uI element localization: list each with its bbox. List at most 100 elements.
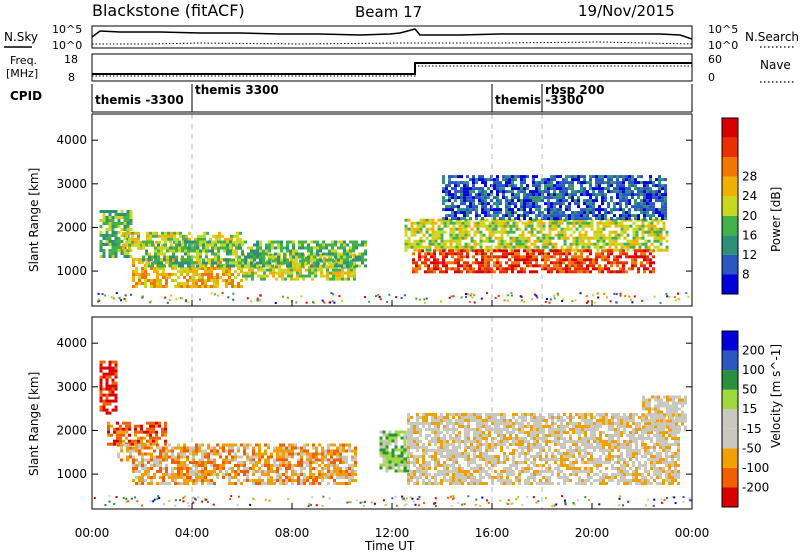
power-cell [521, 236, 525, 240]
power-cell [105, 216, 109, 219]
power-cell [148, 264, 151, 268]
power-cell [334, 249, 337, 253]
velocity-cell [400, 457, 404, 461]
power-cell [526, 205, 529, 209]
velocity-cell [306, 458, 309, 462]
velocity-cell [149, 424, 152, 428]
velocity-cell [249, 479, 252, 482]
power-cell [539, 224, 543, 228]
power-cell [625, 255, 628, 259]
power-cell [587, 236, 591, 240]
power-cell [237, 267, 240, 270]
power-ground-cell [375, 295, 377, 298]
velocity-cell [149, 433, 152, 437]
power-ground-cell [418, 298, 421, 301]
power-cell [219, 267, 222, 270]
velocity-cell [159, 467, 162, 470]
power-cell [99, 240, 103, 243]
power-cell [649, 181, 652, 185]
power-cell [338, 274, 341, 278]
power-cell [469, 264, 472, 268]
velocity-cell [294, 443, 297, 447]
cpid-label: CPID [10, 89, 42, 103]
power-cell [198, 258, 201, 261]
velocity-cell [213, 467, 216, 470]
velocity-cell [252, 467, 255, 470]
power-cell [184, 261, 187, 265]
velocity-cell [431, 449, 434, 452]
power-ground-cell [341, 299, 344, 302]
power-cell [665, 233, 669, 237]
power-cell [623, 218, 627, 222]
power-cell [141, 270, 144, 273]
power-cell [126, 225, 130, 228]
power-cell [347, 268, 350, 272]
freq-label: Freq. [10, 54, 37, 67]
power-cell [652, 190, 655, 194]
velocity-cell [234, 473, 237, 476]
power-cell [99, 249, 103, 252]
power-cell [547, 252, 550, 256]
velocity-cell [144, 446, 147, 450]
power-cell [256, 255, 259, 259]
power-cell [215, 234, 218, 238]
power-cell [478, 187, 481, 191]
velocity-cell [479, 422, 482, 425]
power-cell [418, 267, 421, 271]
velocity-cell [102, 387, 106, 391]
velocity-cell [351, 473, 354, 476]
power-cell [496, 193, 499, 197]
power-cell [419, 242, 423, 246]
velocity-cell [330, 476, 333, 479]
power-cell [128, 243, 131, 247]
velocity-cell [422, 413, 425, 416]
power-cell [577, 190, 580, 194]
velocity-cell [282, 449, 285, 453]
velocity-cell [126, 458, 129, 462]
power-cell [641, 233, 645, 237]
power-cell [174, 279, 177, 282]
velocity-cell [270, 482, 273, 485]
power-cell [445, 267, 448, 271]
power-cell [232, 252, 235, 256]
power-cell [577, 175, 580, 179]
power-cell [168, 273, 171, 276]
power-cell [562, 214, 565, 218]
velocity-cell [458, 452, 461, 455]
power-cell [259, 243, 262, 247]
power-cell [343, 264, 346, 268]
velocity-cell [425, 452, 428, 455]
power-cell [437, 230, 441, 234]
power-cell [416, 230, 420, 234]
power-cell [496, 258, 499, 262]
velocity-cell [195, 479, 198, 482]
velocity-cell [207, 479, 210, 482]
power-cell [458, 224, 462, 228]
power-ground-cell [473, 301, 476, 304]
power-cell [526, 264, 529, 268]
power-cell [479, 233, 483, 237]
power-ground-cell [321, 299, 324, 302]
power-cell [650, 230, 654, 234]
power-cell [216, 261, 219, 264]
power-cell [574, 264, 577, 268]
velocity-cell [482, 476, 485, 479]
power-cell [346, 255, 349, 259]
power-cell [238, 261, 241, 265]
power-cell [635, 233, 639, 237]
power-cell [626, 245, 630, 249]
power-cell [458, 218, 462, 222]
nsearch-tick-low: 10^0 [708, 39, 738, 52]
power-cell [268, 249, 271, 253]
power-cell [466, 214, 469, 218]
velocity-cell [213, 452, 216, 456]
power-cell [169, 249, 172, 253]
power-cell [586, 193, 589, 197]
power-cell [577, 267, 580, 271]
power-ground-cell [586, 301, 589, 304]
power-cell [473, 239, 477, 243]
velocity-cell [108, 402, 112, 406]
power-cell [413, 233, 417, 237]
power-cell [638, 224, 642, 228]
nave-tick-low: 0 [708, 71, 715, 84]
